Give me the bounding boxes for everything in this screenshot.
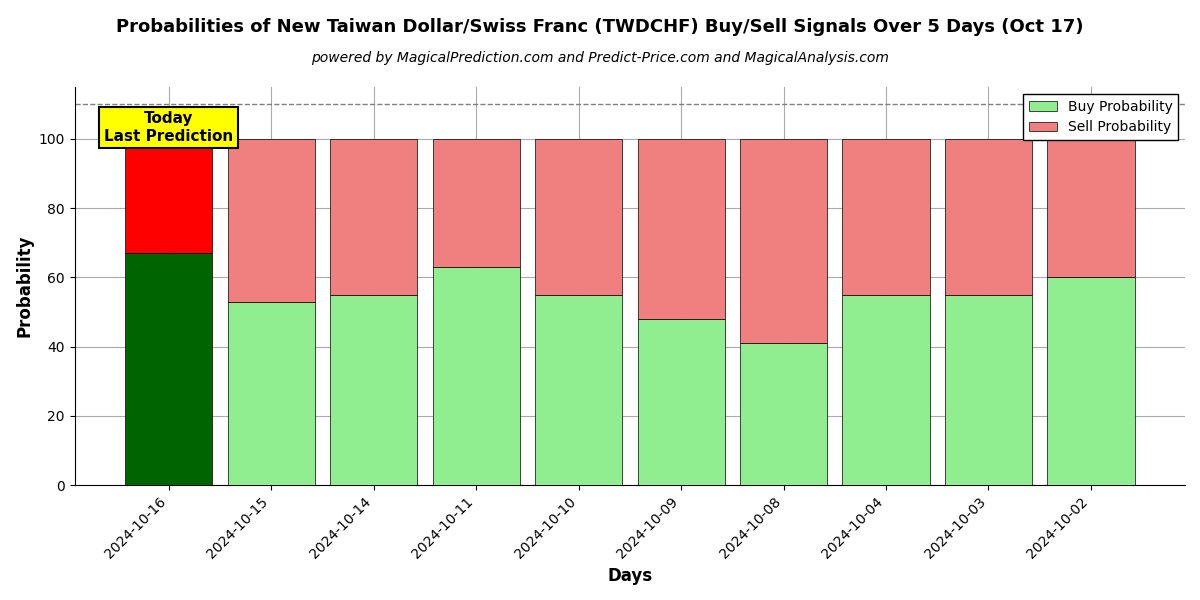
Y-axis label: Probability: Probability (16, 235, 34, 337)
Bar (1048, 139, 1134, 277)
Legend: Buy Probability, Sell Probability: Buy Probability, Sell Probability (1024, 94, 1178, 140)
Bar (740, 139, 827, 343)
Bar (535, 295, 622, 485)
Bar (944, 139, 1032, 295)
Bar (535, 139, 622, 295)
Bar (432, 267, 520, 485)
Bar (125, 139, 212, 253)
Bar (740, 343, 827, 485)
Bar (842, 139, 930, 295)
Bar (842, 295, 930, 485)
Bar (330, 295, 418, 485)
Bar (637, 319, 725, 485)
Text: Today
Last Prediction: Today Last Prediction (104, 111, 233, 143)
Bar (125, 253, 212, 485)
Text: Probabilities of New Taiwan Dollar/Swiss Franc (TWDCHF) Buy/Sell Signals Over 5 : Probabilities of New Taiwan Dollar/Swiss… (116, 18, 1084, 36)
Bar (228, 302, 314, 485)
Bar (1048, 277, 1134, 485)
Bar (330, 139, 418, 295)
Bar (944, 295, 1032, 485)
Bar (432, 139, 520, 267)
X-axis label: Days: Days (607, 567, 653, 585)
Text: powered by MagicalPrediction.com and Predict-Price.com and MagicalAnalysis.com: powered by MagicalPrediction.com and Pre… (311, 51, 889, 65)
Bar (228, 139, 314, 302)
Bar (637, 139, 725, 319)
